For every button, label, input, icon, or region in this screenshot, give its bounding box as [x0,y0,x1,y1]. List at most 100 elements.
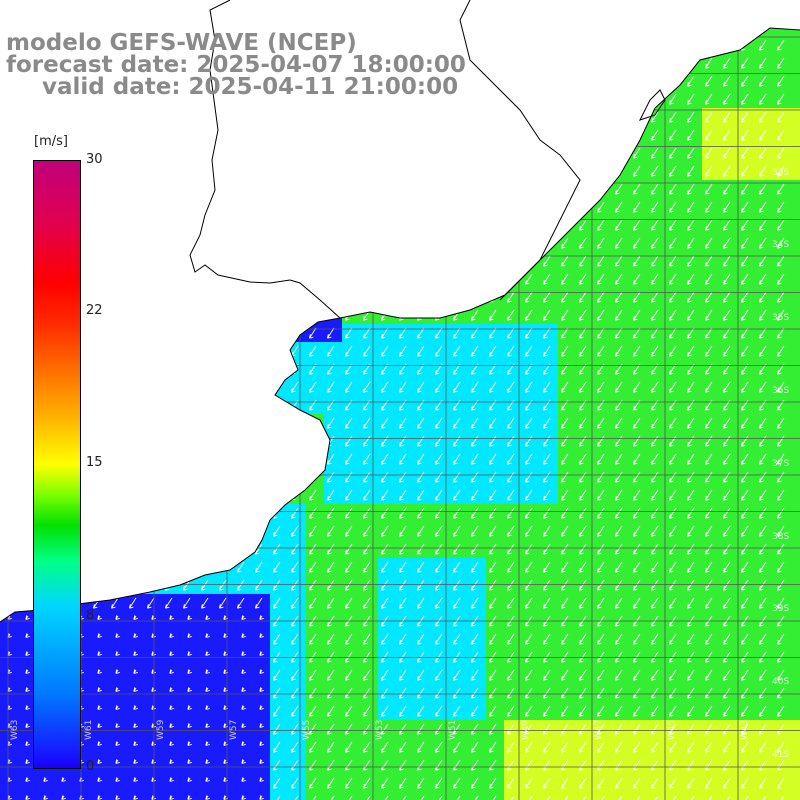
wind-arrow [452,561,461,573]
wind-cell [360,630,378,648]
wind-cell [414,594,432,612]
wind-cell [720,684,738,702]
wind-arrow [542,345,551,357]
wind-cell [486,702,504,720]
wind-cell [432,630,450,648]
wind-cell [360,324,378,342]
wind-arrow [722,777,731,789]
wind-arrow [187,705,192,710]
wind-cell [162,720,180,738]
wind-cell [54,774,72,792]
wind-cell [594,774,612,792]
wind-cell [378,666,396,684]
wind-cell [612,378,630,396]
wind-cell [108,684,126,702]
wind-arrow [704,93,713,105]
wind-arrow [241,633,246,638]
wind-cell [378,648,396,666]
wind-cell [360,576,378,594]
wind-arrow [560,327,569,339]
wind-arrow [438,795,443,800]
wind-cell [792,630,800,648]
wind-cell [774,774,792,792]
wind-cell [522,648,540,666]
wind-cell [738,486,756,504]
wind-arrow [470,345,479,357]
wind-arrow [452,507,461,519]
wind-arrow [506,507,515,519]
wind-arrow [740,435,749,447]
wind-arrow [25,759,30,764]
wind-arrow [614,669,623,681]
wind-cell [630,468,648,486]
wind-arrow [650,417,659,429]
wind-arrow [308,687,317,699]
wind-arrow [115,795,120,800]
wind-arrow [614,543,623,555]
wind-arrow [542,777,551,789]
wind-arrow [241,723,246,728]
wind-cell [576,540,594,558]
wind-cell [234,702,252,720]
wind-arrow [776,327,785,339]
wind-cell [360,342,378,360]
wind-cell [360,432,378,450]
wind-cell [666,432,684,450]
wind-arrow [722,201,731,213]
wind-cell [792,216,800,234]
wind-cell [774,90,792,108]
wind-cell [396,468,414,486]
wind-arrow [632,507,641,519]
wind-cell [666,270,684,288]
wind-arrow [722,453,731,465]
wind-arrow [650,687,659,699]
wind-arrow [776,219,785,231]
wind-cell [702,450,720,468]
wind-cell [396,378,414,396]
wind-arrow [776,543,785,555]
wind-arrow [560,741,569,753]
wind-arrow [704,579,713,591]
wind-cell [468,342,486,360]
wind-arrow [686,219,695,231]
wind-arrow [542,327,551,339]
wind-arrow [758,435,767,447]
wind-cell [756,504,774,522]
wind-arrow [416,597,425,609]
wind-cell [684,198,702,216]
wind-cell [90,648,108,666]
wind-cell [630,702,648,720]
wind-arrow [241,687,246,692]
wind-cell [594,648,612,666]
wind-cell [558,306,576,324]
wind-arrow [133,615,138,620]
wind-arrow [506,561,515,573]
wind-arrow [596,471,605,483]
wind-cell [270,792,288,800]
wind-arrow [312,795,317,800]
wind-arrow [560,273,569,285]
wind-arrow [61,777,66,782]
wind-arrow [290,669,299,681]
wind-arrow [259,615,264,620]
wind-cell [270,630,288,648]
wind-arrow [740,579,749,591]
wind-cell [630,774,648,792]
wind-cell [270,648,288,666]
wind-cell [576,522,594,540]
wind-arrow [362,345,371,357]
wind-arrow [362,327,371,339]
wind-arrow [187,669,192,674]
wind-cell [594,450,612,468]
wind-cell [594,576,612,594]
wind-cell [702,702,720,720]
wind-arrow [524,273,533,285]
wind-cell [396,720,414,738]
wind-arrow [470,489,479,501]
wind-cell [648,450,666,468]
wind-cell [594,306,612,324]
wind-arrow [632,255,641,267]
wind-arrow [740,201,749,213]
wind-cell [612,666,630,684]
wind-cell [522,774,540,792]
